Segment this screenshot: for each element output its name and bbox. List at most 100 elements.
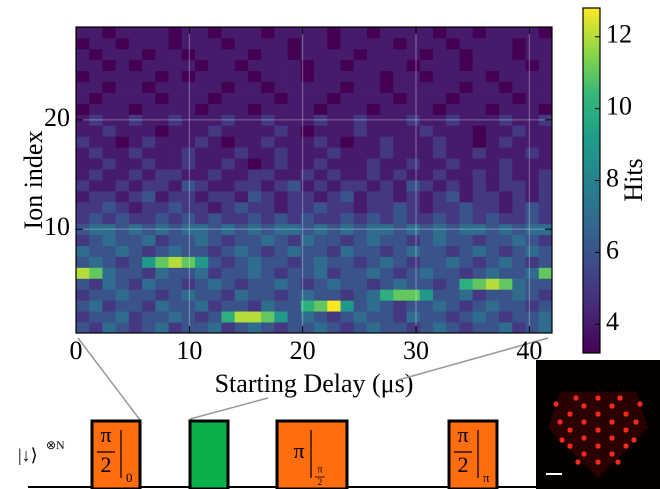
heat-cell bbox=[300, 300, 315, 312]
heat-cell bbox=[128, 289, 143, 301]
heat-cell bbox=[155, 48, 169, 61]
heat-cell bbox=[247, 190, 262, 203]
heat-cell bbox=[234, 311, 249, 323]
heat-cell bbox=[485, 201, 500, 214]
heat-cell bbox=[446, 212, 460, 225]
heat-cell bbox=[247, 103, 262, 115]
heat-cell bbox=[221, 158, 236, 170]
heat-cell bbox=[380, 37, 394, 50]
heat-cell bbox=[89, 245, 103, 257]
heat-cell bbox=[340, 245, 355, 257]
heat-cell bbox=[499, 37, 513, 50]
heat-cell bbox=[512, 223, 526, 236]
heat-cell bbox=[76, 322, 90, 334]
heat-cell bbox=[195, 92, 209, 104]
heat-cell bbox=[525, 201, 540, 214]
heat-cell bbox=[353, 48, 368, 61]
heat-cell bbox=[512, 267, 526, 279]
heat-cell bbox=[208, 169, 222, 181]
heat-cell bbox=[181, 201, 196, 214]
heat-cell bbox=[142, 289, 156, 301]
heat-cell bbox=[340, 322, 355, 334]
heat-cell bbox=[314, 27, 328, 39]
heat-cell bbox=[419, 103, 434, 115]
heat-cell bbox=[181, 125, 196, 137]
heat-cell bbox=[512, 70, 526, 83]
heat-cell bbox=[327, 256, 341, 268]
heat-cell bbox=[380, 300, 394, 312]
heat-cell bbox=[76, 180, 90, 192]
heat-cell bbox=[142, 70, 156, 83]
heat-cell bbox=[538, 234, 553, 246]
heat-cell bbox=[538, 256, 553, 268]
heat-cell bbox=[472, 245, 487, 257]
heat-cell bbox=[195, 147, 209, 159]
heat-cell bbox=[314, 245, 328, 257]
heat-cell bbox=[327, 223, 341, 236]
heat-cell bbox=[300, 59, 315, 72]
heat-cell bbox=[181, 256, 196, 268]
heat-cell bbox=[287, 136, 302, 148]
heat-cell bbox=[538, 300, 553, 312]
heat-cell bbox=[380, 92, 394, 104]
heat-cell bbox=[538, 48, 553, 61]
heat-cell bbox=[195, 190, 209, 203]
heat-cell bbox=[300, 37, 315, 50]
heat-cell bbox=[393, 103, 407, 115]
heat-cell bbox=[366, 125, 381, 137]
heat-cell bbox=[406, 256, 421, 268]
heat-cell bbox=[221, 289, 236, 301]
heat-cell bbox=[287, 37, 302, 50]
heat-cell bbox=[327, 289, 341, 301]
heat-cell bbox=[234, 322, 249, 334]
heat-cell bbox=[512, 169, 526, 181]
heat-cell bbox=[89, 136, 103, 148]
heat-cell bbox=[525, 245, 540, 257]
ion bbox=[595, 395, 601, 401]
heat-cell bbox=[195, 70, 209, 83]
heat-cell bbox=[525, 37, 540, 50]
heat-cell bbox=[446, 234, 460, 246]
heat-cell bbox=[314, 223, 328, 236]
heat-cell bbox=[168, 169, 183, 181]
heat-cell bbox=[353, 311, 368, 323]
heat-cell bbox=[340, 125, 355, 137]
heat-cell bbox=[406, 92, 421, 104]
heat-cell bbox=[287, 147, 302, 159]
heat-cell bbox=[485, 300, 500, 312]
heat-cell bbox=[142, 103, 156, 115]
heat-cell bbox=[472, 103, 487, 115]
crystal-glow bbox=[548, 392, 648, 478]
heat-cell bbox=[433, 245, 447, 257]
heat-cell bbox=[393, 300, 407, 312]
heat-cell bbox=[247, 81, 262, 93]
pulse-num: π bbox=[293, 438, 304, 463]
heat-cell bbox=[300, 125, 315, 137]
heat-cell bbox=[115, 158, 130, 170]
heat-cell bbox=[115, 169, 130, 181]
heat-cell bbox=[340, 81, 355, 93]
heat-cell bbox=[512, 212, 526, 225]
heat-cell bbox=[208, 92, 222, 104]
heat-cell bbox=[380, 48, 394, 61]
heat-cell bbox=[393, 322, 407, 334]
heat-cell bbox=[538, 136, 553, 148]
heat-cell bbox=[261, 27, 275, 39]
heat-cell bbox=[195, 136, 209, 148]
heat-cell bbox=[366, 267, 381, 279]
ion bbox=[581, 435, 587, 441]
heat-cell bbox=[89, 158, 103, 170]
heat-cell bbox=[274, 59, 288, 72]
heat-cell bbox=[419, 223, 434, 236]
x-tick-label: 20 bbox=[290, 336, 316, 365]
heat-cell bbox=[247, 92, 262, 104]
heat-cell bbox=[353, 180, 368, 192]
heat-cell bbox=[538, 289, 553, 301]
heat-cell bbox=[366, 103, 381, 115]
heat-cell bbox=[459, 311, 474, 323]
heat-cell bbox=[247, 311, 262, 323]
heat-cell bbox=[353, 27, 368, 39]
colorbar-tick-label: 10 bbox=[606, 92, 632, 121]
heat-cell bbox=[380, 125, 394, 137]
heat-cell bbox=[314, 300, 328, 312]
